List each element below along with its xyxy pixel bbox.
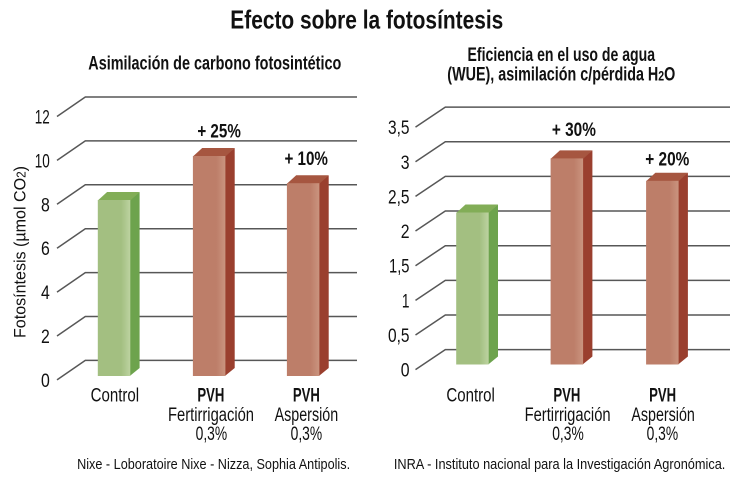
svg-text:Nixe - Loboratoire Nixe - Nizz: Nixe - Loboratoire Nixe - Nizza, Sophia … [77,456,350,473]
svg-text:+ 30%: + 30% [552,119,596,141]
svg-text:INRA - Instituto nacional para: INRA - Instituto nacional para la Invest… [394,456,726,473]
svg-text:0: 0 [401,361,410,382]
svg-text:2: 2 [401,222,410,243]
svg-text:6: 6 [41,239,50,260]
svg-text:0,5: 0,5 [388,326,410,347]
svg-text:PVH: PVH [293,386,320,407]
svg-text:4: 4 [41,283,50,304]
svg-text:PVH: PVH [553,386,580,407]
svg-text:3,5: 3,5 [388,118,410,139]
svg-text:8: 8 [41,195,50,216]
svg-text:Asimilación de carbono fotosin: Asimilación de carbono fotosintético [88,53,341,74]
svg-text:10: 10 [35,151,50,172]
svg-text:Aspersión: Aspersión [275,405,339,426]
svg-text:Control: Control [446,386,495,407]
svg-text:Eficiencia en el uso de agua: Eficiencia en el uso de agua [468,45,656,66]
svg-text:0,3%: 0,3% [552,424,584,445]
svg-text:0,3%: 0,3% [196,424,228,445]
svg-text:Fotosíntesis (µmol CO2): Fotosíntesis (µmol CO2) [11,166,30,338]
svg-text:+ 25%: + 25% [197,121,241,143]
svg-text:1: 1 [402,291,410,312]
svg-text:Control: Control [91,386,140,407]
svg-text:+ 20%: + 20% [645,149,689,171]
svg-text:Fertirrigación: Fertirrigación [168,405,254,426]
svg-text:1,5: 1,5 [389,257,410,278]
svg-text:PVH: PVH [197,386,224,407]
svg-text:Aspersión: Aspersión [631,405,695,426]
svg-text:Efecto sobre la fotosíntesis: Efecto sobre la fotosíntesis [230,5,503,35]
svg-text:(WUE), asimilación c/pérdida H: (WUE), asimilación c/pérdida H2O [447,65,675,86]
svg-text:12: 12 [35,108,50,129]
svg-text:+ 10%: + 10% [284,148,328,170]
svg-text:Fertirrigación: Fertirrigación [525,405,611,426]
svg-text:2: 2 [41,327,50,348]
svg-text:2,5: 2,5 [388,187,410,208]
svg-text:0,3%: 0,3% [647,424,679,445]
svg-text:PVH: PVH [649,386,676,407]
svg-text:3: 3 [401,153,410,174]
svg-text:0,3%: 0,3% [291,424,323,445]
svg-text:0: 0 [41,371,50,392]
